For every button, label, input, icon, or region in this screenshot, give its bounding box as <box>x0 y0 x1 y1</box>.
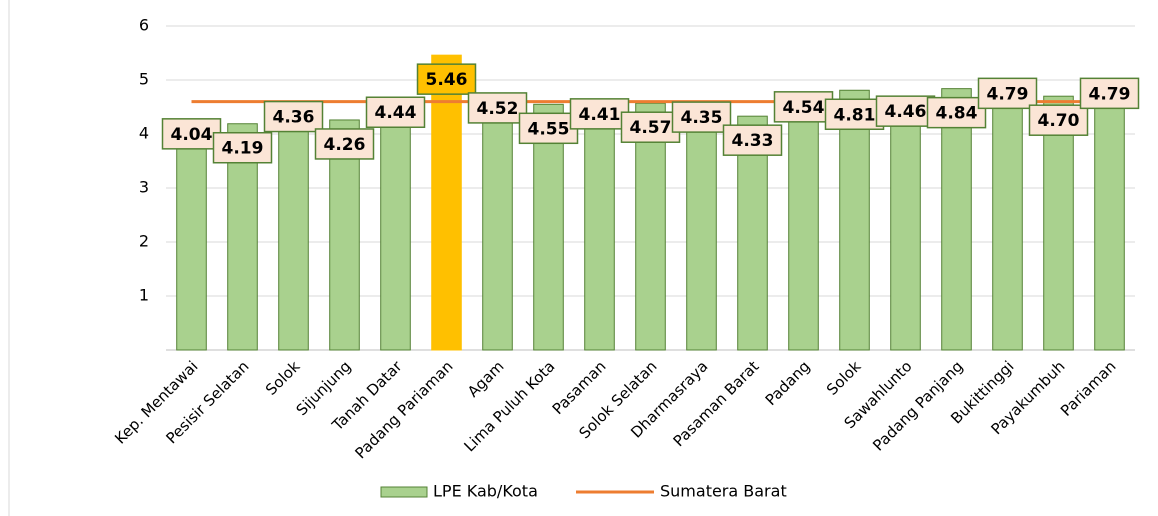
bar <box>278 114 309 351</box>
data-label: 4.54 <box>783 98 825 118</box>
legend-swatch <box>380 486 428 498</box>
data-label: 4.35 <box>681 108 723 128</box>
data-label-box <box>416 63 477 95</box>
data-label: 4.36 <box>273 108 315 128</box>
data-label: 4.33 <box>732 131 774 151</box>
data-label: 4.52 <box>477 99 519 119</box>
y-tick-label: 1 <box>139 286 149 305</box>
data-label-box <box>467 92 528 124</box>
legend-label: Sumatera Barat <box>660 482 787 501</box>
bar <box>1043 95 1074 351</box>
bar <box>482 105 513 351</box>
bar <box>992 90 1023 351</box>
bar <box>584 111 615 351</box>
data-label-box <box>722 124 783 156</box>
data-label-box <box>365 96 426 128</box>
chart-border <box>8 0 10 516</box>
data-label-box <box>314 128 375 160</box>
x-tick-label: Padang <box>762 357 814 409</box>
data-label-box <box>1028 104 1089 136</box>
data-label: 4.57 <box>630 118 672 138</box>
data-label-box <box>161 118 222 150</box>
y-tick-label: 6 <box>139 16 149 35</box>
data-label-box <box>212 131 273 164</box>
data-label-box <box>518 112 579 145</box>
x-tick-label: Padang Pariaman <box>352 357 457 462</box>
data-label-box <box>1079 77 1140 110</box>
y-tick-label: 2 <box>139 232 149 251</box>
bar <box>686 114 717 351</box>
y-tick-label: 5 <box>139 70 149 89</box>
data-label-box <box>569 98 630 130</box>
data-label: 4.41 <box>579 105 621 125</box>
x-tick-label: Agam <box>464 357 508 401</box>
x-tick-label: Pariaman <box>1057 357 1120 420</box>
data-label: 4.79 <box>1089 84 1131 104</box>
data-label: 4.04 <box>171 125 213 145</box>
x-tick-label: Solok <box>823 357 865 399</box>
bar <box>431 54 462 351</box>
data-label-box <box>824 98 885 131</box>
data-label-box <box>875 95 936 127</box>
data-label: 4.55 <box>528 119 570 139</box>
bar <box>176 131 207 351</box>
data-label: 4.19 <box>222 139 264 159</box>
x-tick-label: Solok <box>262 357 304 399</box>
x-tick-label: Lima Puluh Kota <box>460 357 558 455</box>
bar <box>635 102 666 351</box>
legend-label: LPE Kab/Kota <box>433 482 538 501</box>
bar <box>380 109 411 351</box>
data-label: 4.46 <box>885 102 927 122</box>
data-label: 5.46 <box>426 70 468 90</box>
x-tick-label: Padang Panjang <box>869 357 966 454</box>
data-label-box <box>263 100 324 133</box>
data-label: 4.81 <box>834 105 876 125</box>
bar <box>890 108 921 351</box>
data-label: 4.84 <box>936 104 978 124</box>
bar <box>788 104 819 351</box>
data-label: 4.44 <box>375 103 417 123</box>
data-label-box <box>977 77 1038 110</box>
data-label: 4.26 <box>324 135 366 155</box>
data-label-box <box>671 101 732 133</box>
data-label: 4.79 <box>987 84 1029 104</box>
bar <box>839 89 870 351</box>
bar <box>1094 90 1125 351</box>
data-label-box <box>926 96 987 129</box>
data-label: 4.70 <box>1038 111 1080 131</box>
y-tick-label: 3 <box>139 178 149 197</box>
bar <box>941 88 972 351</box>
y-tick-label: 4 <box>139 124 149 143</box>
bar <box>533 103 564 351</box>
